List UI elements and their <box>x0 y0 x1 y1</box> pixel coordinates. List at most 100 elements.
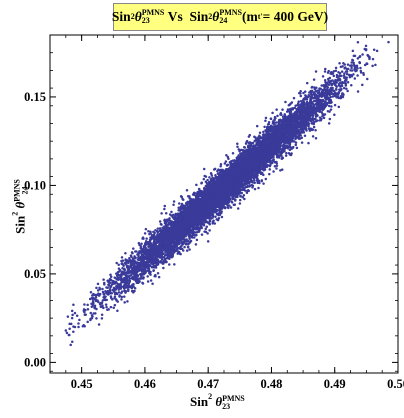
scatter-point <box>83 303 86 306</box>
scatter-point <box>338 62 341 65</box>
scatter-point <box>247 189 250 192</box>
scatter-point <box>120 295 124 299</box>
scatter-point <box>68 322 71 326</box>
scatter-point <box>115 292 119 296</box>
title-vs: Vs <box>167 9 183 24</box>
scatter-point <box>327 104 331 108</box>
scatter-point <box>149 279 153 282</box>
scatter-point <box>247 135 251 138</box>
scatter-point <box>195 231 199 234</box>
scatter-point <box>100 317 104 320</box>
scatter-point <box>295 146 299 150</box>
scatter-point <box>78 318 81 322</box>
scatter-point <box>366 77 369 81</box>
scatter-point <box>343 72 346 75</box>
scatter-point <box>158 227 162 230</box>
scatter-point <box>236 207 240 210</box>
scatter-point <box>345 87 348 91</box>
scatter-point <box>216 169 219 173</box>
title-theta2-sup: PMNS <box>219 8 242 17</box>
scatter-point <box>311 96 314 100</box>
scatter-point <box>251 141 255 145</box>
scatter-point <box>135 281 139 285</box>
scatter-point <box>243 197 246 201</box>
scatter-point <box>116 300 119 303</box>
scatter-point <box>168 217 171 220</box>
points-layer <box>64 40 390 347</box>
scatter-point <box>214 215 217 218</box>
scatter-point <box>352 63 356 67</box>
scatter-point <box>195 183 198 187</box>
scatter-point <box>204 184 208 188</box>
scatter-point <box>294 141 298 144</box>
chart-title: Sin 2 θ PMNS 23 Vs Sin 2 θ PMNS 24 (m t′ = 400 GeV… <box>111 3 329 31</box>
scatter-point <box>156 271 160 275</box>
scatter-point <box>89 317 92 321</box>
scatter-point <box>70 309 74 313</box>
scatter-point <box>163 204 167 208</box>
scatter-point <box>160 258 164 261</box>
scatter-point <box>268 168 272 171</box>
scatter-point <box>248 184 252 187</box>
scatter-point <box>178 202 181 205</box>
scatter-point <box>103 283 106 286</box>
scatter-point <box>255 124 259 128</box>
title-theta2-sub: 24 <box>219 16 228 25</box>
scatter-point <box>262 182 265 185</box>
scatter-point <box>117 263 120 267</box>
scatter-point <box>324 81 327 84</box>
scatter-point <box>183 245 186 249</box>
scatter-point <box>245 191 249 194</box>
scatter-point <box>156 227 160 230</box>
scatter-point <box>361 83 364 87</box>
scatter-point <box>371 57 375 61</box>
scatter-point <box>206 240 210 243</box>
scatter-point <box>206 178 209 182</box>
scatter-point <box>314 136 318 140</box>
scatter-point <box>91 315 94 318</box>
scatter-point <box>164 212 168 215</box>
title-prefix: Sin <box>111 9 131 24</box>
scatter-point <box>109 305 113 309</box>
scatter-point <box>109 273 112 276</box>
title-param-open: (m <box>241 9 258 24</box>
scatter-point <box>100 313 104 317</box>
scatter-point <box>275 164 279 167</box>
scatter-point <box>119 278 122 281</box>
scatter-point <box>343 66 347 69</box>
scatter-point <box>352 61 355 65</box>
scatter-point <box>258 131 262 135</box>
scatter-point <box>371 64 374 68</box>
scatter-point <box>219 164 222 168</box>
scatter-point <box>272 170 275 173</box>
scatter-point <box>133 286 137 290</box>
scatter-point <box>114 298 118 301</box>
scatter-point <box>81 324 85 328</box>
scatter-point <box>188 237 191 240</box>
scatter-point <box>300 136 304 140</box>
scatter-point <box>275 167 278 170</box>
title-param-rest: = 400 GeV) <box>262 9 329 24</box>
scatter-point <box>271 111 274 115</box>
scatter-point <box>192 236 196 239</box>
scatter-point <box>324 67 327 71</box>
scatter-point <box>268 172 271 176</box>
scatter-point <box>315 89 319 92</box>
scatter-point <box>95 307 98 311</box>
scatter-point <box>105 305 108 309</box>
scatter-point <box>323 70 327 73</box>
scatter-point <box>253 187 257 191</box>
scatter-point <box>83 325 86 328</box>
scatter-point <box>340 70 344 73</box>
scatter-point <box>86 320 89 324</box>
scatter-point <box>299 94 302 98</box>
scatter-point <box>314 70 318 73</box>
scatter-point <box>184 242 188 246</box>
scatter-point <box>276 114 279 118</box>
scatter-point <box>113 303 117 307</box>
scatter-point <box>267 121 271 124</box>
scatter-point <box>97 323 101 326</box>
scatter-point <box>307 141 310 145</box>
